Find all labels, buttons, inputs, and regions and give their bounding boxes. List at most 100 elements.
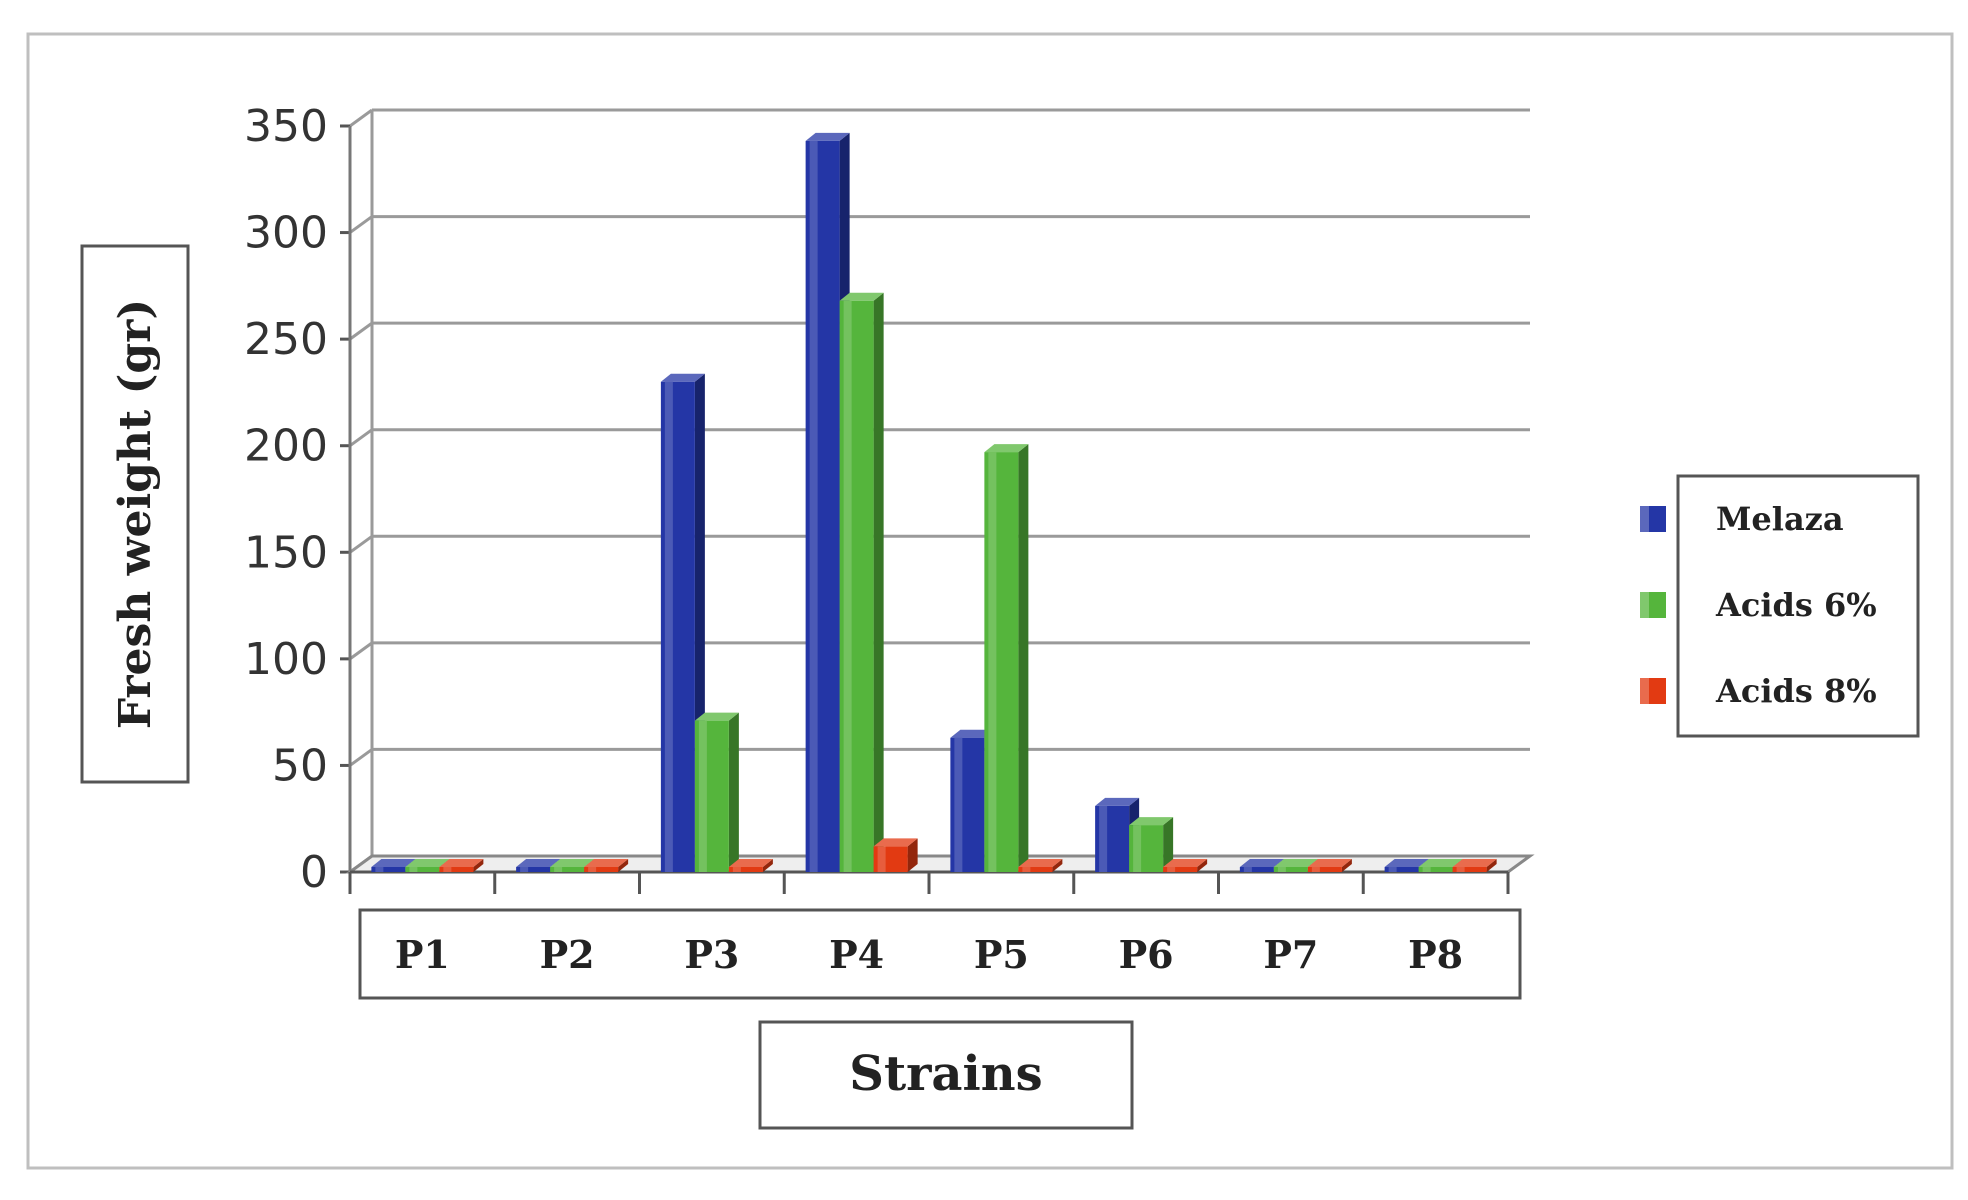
bar-highlight (1456, 867, 1465, 872)
bar-top (728, 859, 773, 867)
x-tick-label: P5 (974, 932, 1029, 977)
y-tick-labels: 0 50 100 150 200 250 300 350 (244, 101, 328, 898)
bar-front (405, 867, 440, 872)
legend-label: Acids 6% (1715, 586, 1877, 624)
legend-entry: Melaza (1640, 500, 1844, 538)
x-tick-label: P8 (1408, 932, 1463, 977)
bar (984, 444, 1029, 872)
bar-front (1273, 867, 1308, 872)
bar-front (1239, 867, 1274, 872)
bar-side (1018, 444, 1029, 872)
gridline-depth (349, 108, 373, 128)
bar-highlight (554, 867, 563, 872)
bar-side (473, 859, 484, 872)
bar-highlight (1099, 805, 1108, 872)
bar-side (1486, 859, 1497, 872)
bar-front (1384, 867, 1419, 872)
bar-highlight (375, 867, 384, 872)
bar-front (439, 867, 474, 872)
bar-highlight (1311, 867, 1320, 872)
bar-highlight (1022, 867, 1031, 872)
x-tick-label: P6 (1119, 932, 1174, 977)
bar-top (1452, 859, 1497, 867)
legend-label: Melaza (1716, 500, 1844, 538)
bar-top (1018, 859, 1063, 867)
legend: Melaza Acids 6% Acids 8% (1640, 500, 1877, 710)
legend-swatch-highlight (1640, 506, 1649, 532)
bar-side (873, 292, 884, 873)
x-tick-label: P4 (829, 932, 884, 977)
bar (873, 838, 918, 872)
y-axis-label-box (80, 244, 190, 784)
axes (340, 110, 1535, 894)
bar (1018, 859, 1063, 872)
bar-top (1307, 859, 1352, 867)
x-tick-label: P1 (395, 932, 450, 977)
bar-highlight (698, 720, 707, 872)
bar-highlight (1422, 867, 1431, 872)
bar-highlight (954, 737, 963, 872)
bar-highlight (988, 452, 997, 872)
bar-front (1452, 867, 1487, 872)
bar-highlight (1133, 825, 1142, 872)
bar-highlight (1277, 867, 1286, 872)
bar-top (439, 859, 484, 867)
bar-top (660, 373, 705, 382)
bar-front (584, 867, 619, 872)
bar-top (984, 444, 1029, 453)
bar-side (1052, 859, 1063, 872)
bar-top (550, 859, 595, 867)
bar-highlight (664, 381, 673, 872)
x-tick-label: P3 (684, 932, 739, 977)
bar-front (550, 867, 585, 872)
y-tick-label: 150 (244, 527, 328, 578)
gridline-depth (349, 748, 373, 767)
y-tick-label: 300 (244, 208, 328, 259)
legend-label: Acids 8% (1715, 672, 1877, 710)
legend-entry: Acids 8% (1640, 672, 1877, 710)
bar (1307, 859, 1352, 872)
bar-highlight (588, 867, 597, 872)
y-tick-label: 50 (272, 740, 328, 791)
bar-top (950, 729, 995, 738)
bar-top (1163, 859, 1208, 867)
bar-top (1384, 859, 1429, 867)
bars (371, 132, 1497, 873)
bar (1163, 859, 1208, 872)
y-axis-label: Fresh weight (gr) (110, 299, 161, 729)
bar-side (728, 712, 739, 872)
x-axis-label-box (758, 1020, 1134, 1130)
legend-swatch-highlight (1640, 678, 1649, 704)
bar-top (1418, 859, 1463, 867)
bar (439, 859, 484, 872)
bar-top (1273, 859, 1318, 867)
bar-top (584, 859, 629, 867)
bar-front (1163, 867, 1198, 872)
bar-highlight (809, 140, 818, 873)
bar-side (618, 859, 629, 872)
category-label-box (358, 908, 1522, 1000)
bar-front (1307, 867, 1342, 872)
bar-top (873, 838, 918, 847)
gridline-depth (349, 535, 373, 554)
bar-highlight (520, 867, 529, 872)
x-tick-labels: P1 P2 P3 P4 P5 P6 P7 P8 (395, 932, 1463, 977)
bar-front (1418, 867, 1453, 872)
bar (584, 859, 629, 872)
bar-highlight (1243, 867, 1252, 872)
bar-top (694, 712, 739, 721)
x-tick-label: P2 (540, 932, 595, 977)
bar-highlight (1167, 867, 1176, 872)
x-axis-label: Strains (849, 1046, 1042, 1102)
y-tick-label: 0 (300, 847, 328, 898)
x-tick-label: P7 (1263, 932, 1318, 977)
bar-highlight (877, 846, 886, 872)
y-tick-label: 350 (244, 101, 328, 152)
bar-highlight (1388, 867, 1397, 872)
bar-top (371, 859, 416, 867)
bar-highlight (843, 300, 852, 873)
y-tick-label: 100 (244, 634, 328, 685)
y-tick-label: 200 (244, 421, 328, 472)
bar-top (516, 859, 561, 867)
